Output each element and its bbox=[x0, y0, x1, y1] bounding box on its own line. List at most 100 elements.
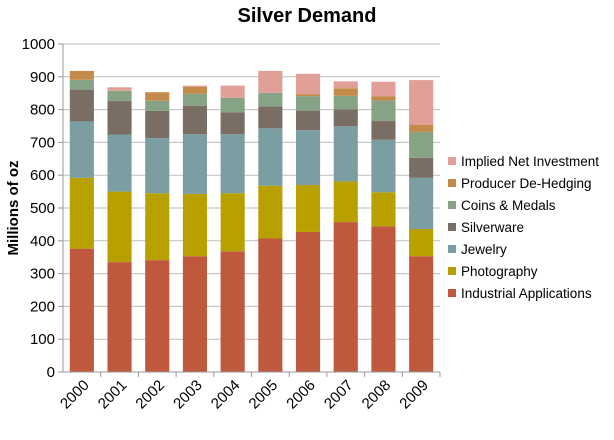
bar-segment-implied-net-investment-2001 bbox=[107, 87, 132, 91]
bar-segment-photography-2006 bbox=[295, 185, 321, 232]
bar-segment-industrial-applications-2007 bbox=[333, 222, 358, 372]
legend-swatch bbox=[448, 267, 456, 275]
legend-swatch bbox=[448, 289, 456, 297]
y-axis-ticks: 0 100 200 300 400 500 600 700 800 900 1000 bbox=[22, 36, 63, 381]
bar-segment-photography-2004 bbox=[220, 193, 245, 252]
bars bbox=[69, 70, 434, 372]
bar-segment-implied-net-investment-2004 bbox=[220, 85, 245, 98]
bar-segment-silverware-2008 bbox=[371, 121, 396, 140]
x-tick-label: 2000 bbox=[57, 377, 93, 413]
bar-segment-photography-2000 bbox=[69, 177, 94, 249]
bar-segment-coins-medals-2005 bbox=[258, 92, 283, 107]
bar-segment-producer-de-hedging-2007 bbox=[333, 88, 358, 96]
bar-segment-coins-medals-2003 bbox=[182, 93, 208, 106]
legend-label: Jewelry bbox=[461, 242, 507, 257]
y-tick-label: 1000 bbox=[22, 36, 55, 53]
y-tick-label: 400 bbox=[30, 233, 55, 250]
x-tick-label: 2002 bbox=[132, 377, 168, 413]
legend-item: Silverware bbox=[448, 220, 524, 235]
bar-segment-jewelry-2002 bbox=[145, 138, 170, 194]
legend-item: Coins & Medals bbox=[448, 198, 556, 213]
bar-segment-photography-2009 bbox=[409, 228, 434, 257]
legend-item: Industrial Applications bbox=[448, 286, 592, 301]
y-tick-label: 900 bbox=[30, 69, 55, 86]
y-tick-label: 200 bbox=[30, 298, 55, 315]
bar-segment-producer-de-hedging-2003 bbox=[182, 86, 208, 94]
bar-segment-coins-medals-2002 bbox=[145, 100, 170, 111]
bar-segment-photography-2005 bbox=[258, 185, 283, 239]
bar-segment-implied-net-investment-2009 bbox=[409, 80, 434, 126]
x-tick-label: 2004 bbox=[208, 377, 244, 413]
bar-segment-silverware-2005 bbox=[258, 106, 283, 129]
legend-item: Photography bbox=[448, 264, 538, 279]
bar-segment-silverware-2002 bbox=[145, 110, 170, 139]
y-tick-label: 700 bbox=[30, 134, 55, 151]
legend-swatch bbox=[448, 179, 456, 187]
bar-segment-industrial-applications-2008 bbox=[371, 226, 396, 372]
bar-segment-coins-medals-2007 bbox=[333, 95, 358, 110]
y-tick-label: 300 bbox=[30, 266, 55, 283]
legend-swatch bbox=[448, 223, 456, 231]
y-axis-label: Millions of oz bbox=[5, 161, 22, 256]
bar-segment-jewelry-2005 bbox=[258, 128, 283, 186]
bar-segment-producer-de-hedging-2002 bbox=[145, 92, 170, 101]
bar-segment-jewelry-2000 bbox=[69, 121, 94, 178]
bar-segment-implied-net-investment-2007 bbox=[333, 81, 358, 89]
legend-item: Producer De-Hedging bbox=[448, 176, 592, 191]
legend-swatch bbox=[448, 245, 456, 253]
bar-segment-photography-2002 bbox=[145, 193, 170, 261]
y-tick-label: 0 bbox=[47, 364, 55, 381]
bar-segment-coins-medals-2000 bbox=[69, 79, 94, 90]
bar-segment-industrial-applications-2000 bbox=[69, 248, 94, 372]
bar-segment-industrial-applications-2002 bbox=[145, 260, 170, 372]
bar-segment-jewelry-2001 bbox=[107, 134, 132, 192]
legend-label: Implied Net Investment bbox=[461, 154, 599, 169]
x-tick-label: 2003 bbox=[170, 377, 206, 413]
y-tick-label: 600 bbox=[30, 167, 55, 184]
bar-segment-silverware-2009 bbox=[409, 157, 434, 178]
bar-segment-coins-medals-2004 bbox=[220, 97, 245, 113]
legend-label: Industrial Applications bbox=[461, 286, 592, 301]
bar-segment-photography-2007 bbox=[333, 181, 358, 223]
bar-segment-silverware-2000 bbox=[69, 89, 94, 122]
bar-segment-industrial-applications-2005 bbox=[258, 238, 283, 372]
x-tick-label: 2007 bbox=[321, 377, 357, 413]
x-tick-label: 2009 bbox=[396, 377, 432, 413]
legend: Implied Net Investment Producer De-Hedgin… bbox=[448, 154, 599, 301]
x-tick-label: 2001 bbox=[95, 377, 131, 413]
bar-segment-implied-net-investment-2008 bbox=[371, 81, 396, 97]
bar-segment-silverware-2004 bbox=[220, 112, 245, 135]
chart-title: Silver Demand bbox=[238, 5, 377, 27]
x-tick-label: 2005 bbox=[246, 377, 282, 413]
bar-segment-coins-medals-2006 bbox=[295, 96, 321, 111]
bar-segment-jewelry-2004 bbox=[220, 134, 245, 194]
y-tick-label: 100 bbox=[30, 331, 55, 348]
x-axis-ticks: 2000 2001 2002 2003 2004 2005 2006 2007 2008 2009 bbox=[57, 372, 441, 413]
bar-segment-industrial-applications-2003 bbox=[182, 256, 208, 372]
bar-segment-industrial-applications-2009 bbox=[409, 256, 434, 372]
bar-segment-jewelry-2007 bbox=[333, 126, 358, 182]
bar-segment-silverware-2001 bbox=[107, 101, 132, 135]
bar-segment-producer-de-hedging-2000 bbox=[69, 70, 94, 80]
bar-segment-industrial-applications-2004 bbox=[220, 251, 245, 372]
x-tick-label: 2006 bbox=[283, 377, 319, 413]
bar-segment-coins-medals-2008 bbox=[371, 100, 396, 122]
bar-segment-producer-de-hedging-2006 bbox=[295, 94, 321, 97]
bar-segment-coins-medals-2009 bbox=[409, 131, 434, 158]
legend-label: Coins & Medals bbox=[461, 198, 556, 213]
bar-segment-jewelry-2008 bbox=[371, 139, 396, 193]
bar-segment-producer-de-hedging-2009 bbox=[409, 125, 434, 132]
y-tick-label: 800 bbox=[30, 102, 55, 119]
bar-segment-industrial-applications-2006 bbox=[295, 231, 321, 372]
bar-segment-jewelry-2009 bbox=[409, 177, 434, 229]
legend-label: Silverware bbox=[461, 220, 524, 235]
bar-segment-implied-net-investment-2006 bbox=[295, 73, 321, 95]
x-tick-label: 2008 bbox=[359, 377, 395, 413]
legend-swatch bbox=[448, 201, 456, 209]
legend-item: Implied Net Investment bbox=[448, 154, 599, 169]
bar-segment-industrial-applications-2001 bbox=[107, 262, 132, 372]
y-tick-label: 500 bbox=[30, 200, 55, 217]
legend-label: Producer De-Hedging bbox=[461, 176, 592, 191]
bar-segment-jewelry-2003 bbox=[182, 134, 208, 194]
